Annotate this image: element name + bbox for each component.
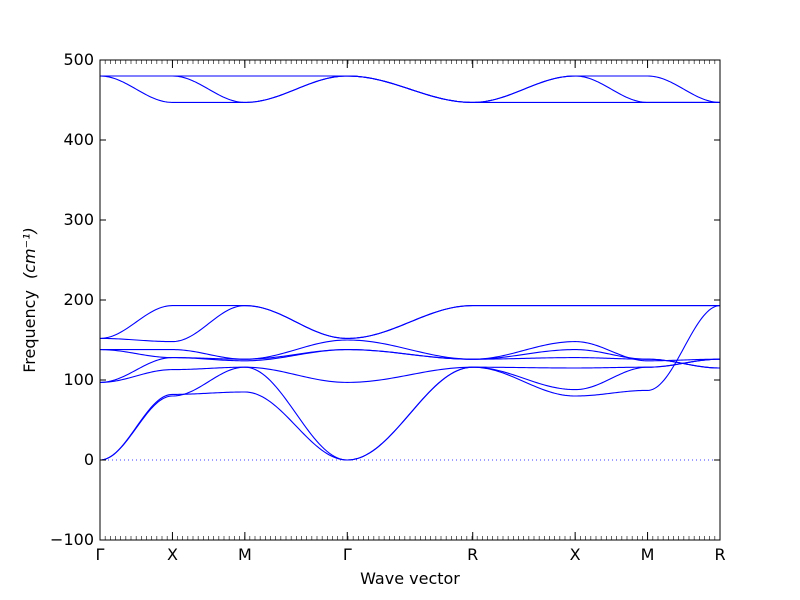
band-3 [99,358,721,383]
y-axis-ticks: −100 0 100 200 300 400 500 [50,50,720,549]
y-tick-label: 300 [63,210,94,229]
x-axis-label: Wave vector [360,569,460,588]
plot-background [100,60,720,540]
band-lines [99,75,721,461]
y-tick-label: −100 [50,530,94,549]
y-tick-label: 100 [63,370,94,389]
x-tick-label: X [167,545,178,564]
y-tick-label: 500 [63,50,94,69]
x-tick-label: R [714,545,725,564]
band-11 [100,75,721,103]
y-axis-label-unit: (cm⁻¹) [20,227,39,279]
x-tick-label: R [467,545,478,564]
x-tick-label: M [641,545,655,564]
x-tick-label: M [238,545,252,564]
band-2 [99,358,721,461]
band-5 [100,349,721,369]
y-axis-label: Frequency (cm⁻¹) [20,227,39,372]
band-6 [99,339,720,362]
y-axis-label-text: Frequency [20,290,39,373]
band-8 [99,305,720,339]
x-tick-label: Γ [96,545,105,564]
y-tick-label: 0 [84,450,94,469]
x-axis-minor-ticks [104,60,716,540]
x-tick-label: Γ [343,545,352,564]
y-tick-label: 400 [63,130,94,149]
x-tick-label: X [570,545,581,564]
y-tick-label: 200 [63,290,94,309]
